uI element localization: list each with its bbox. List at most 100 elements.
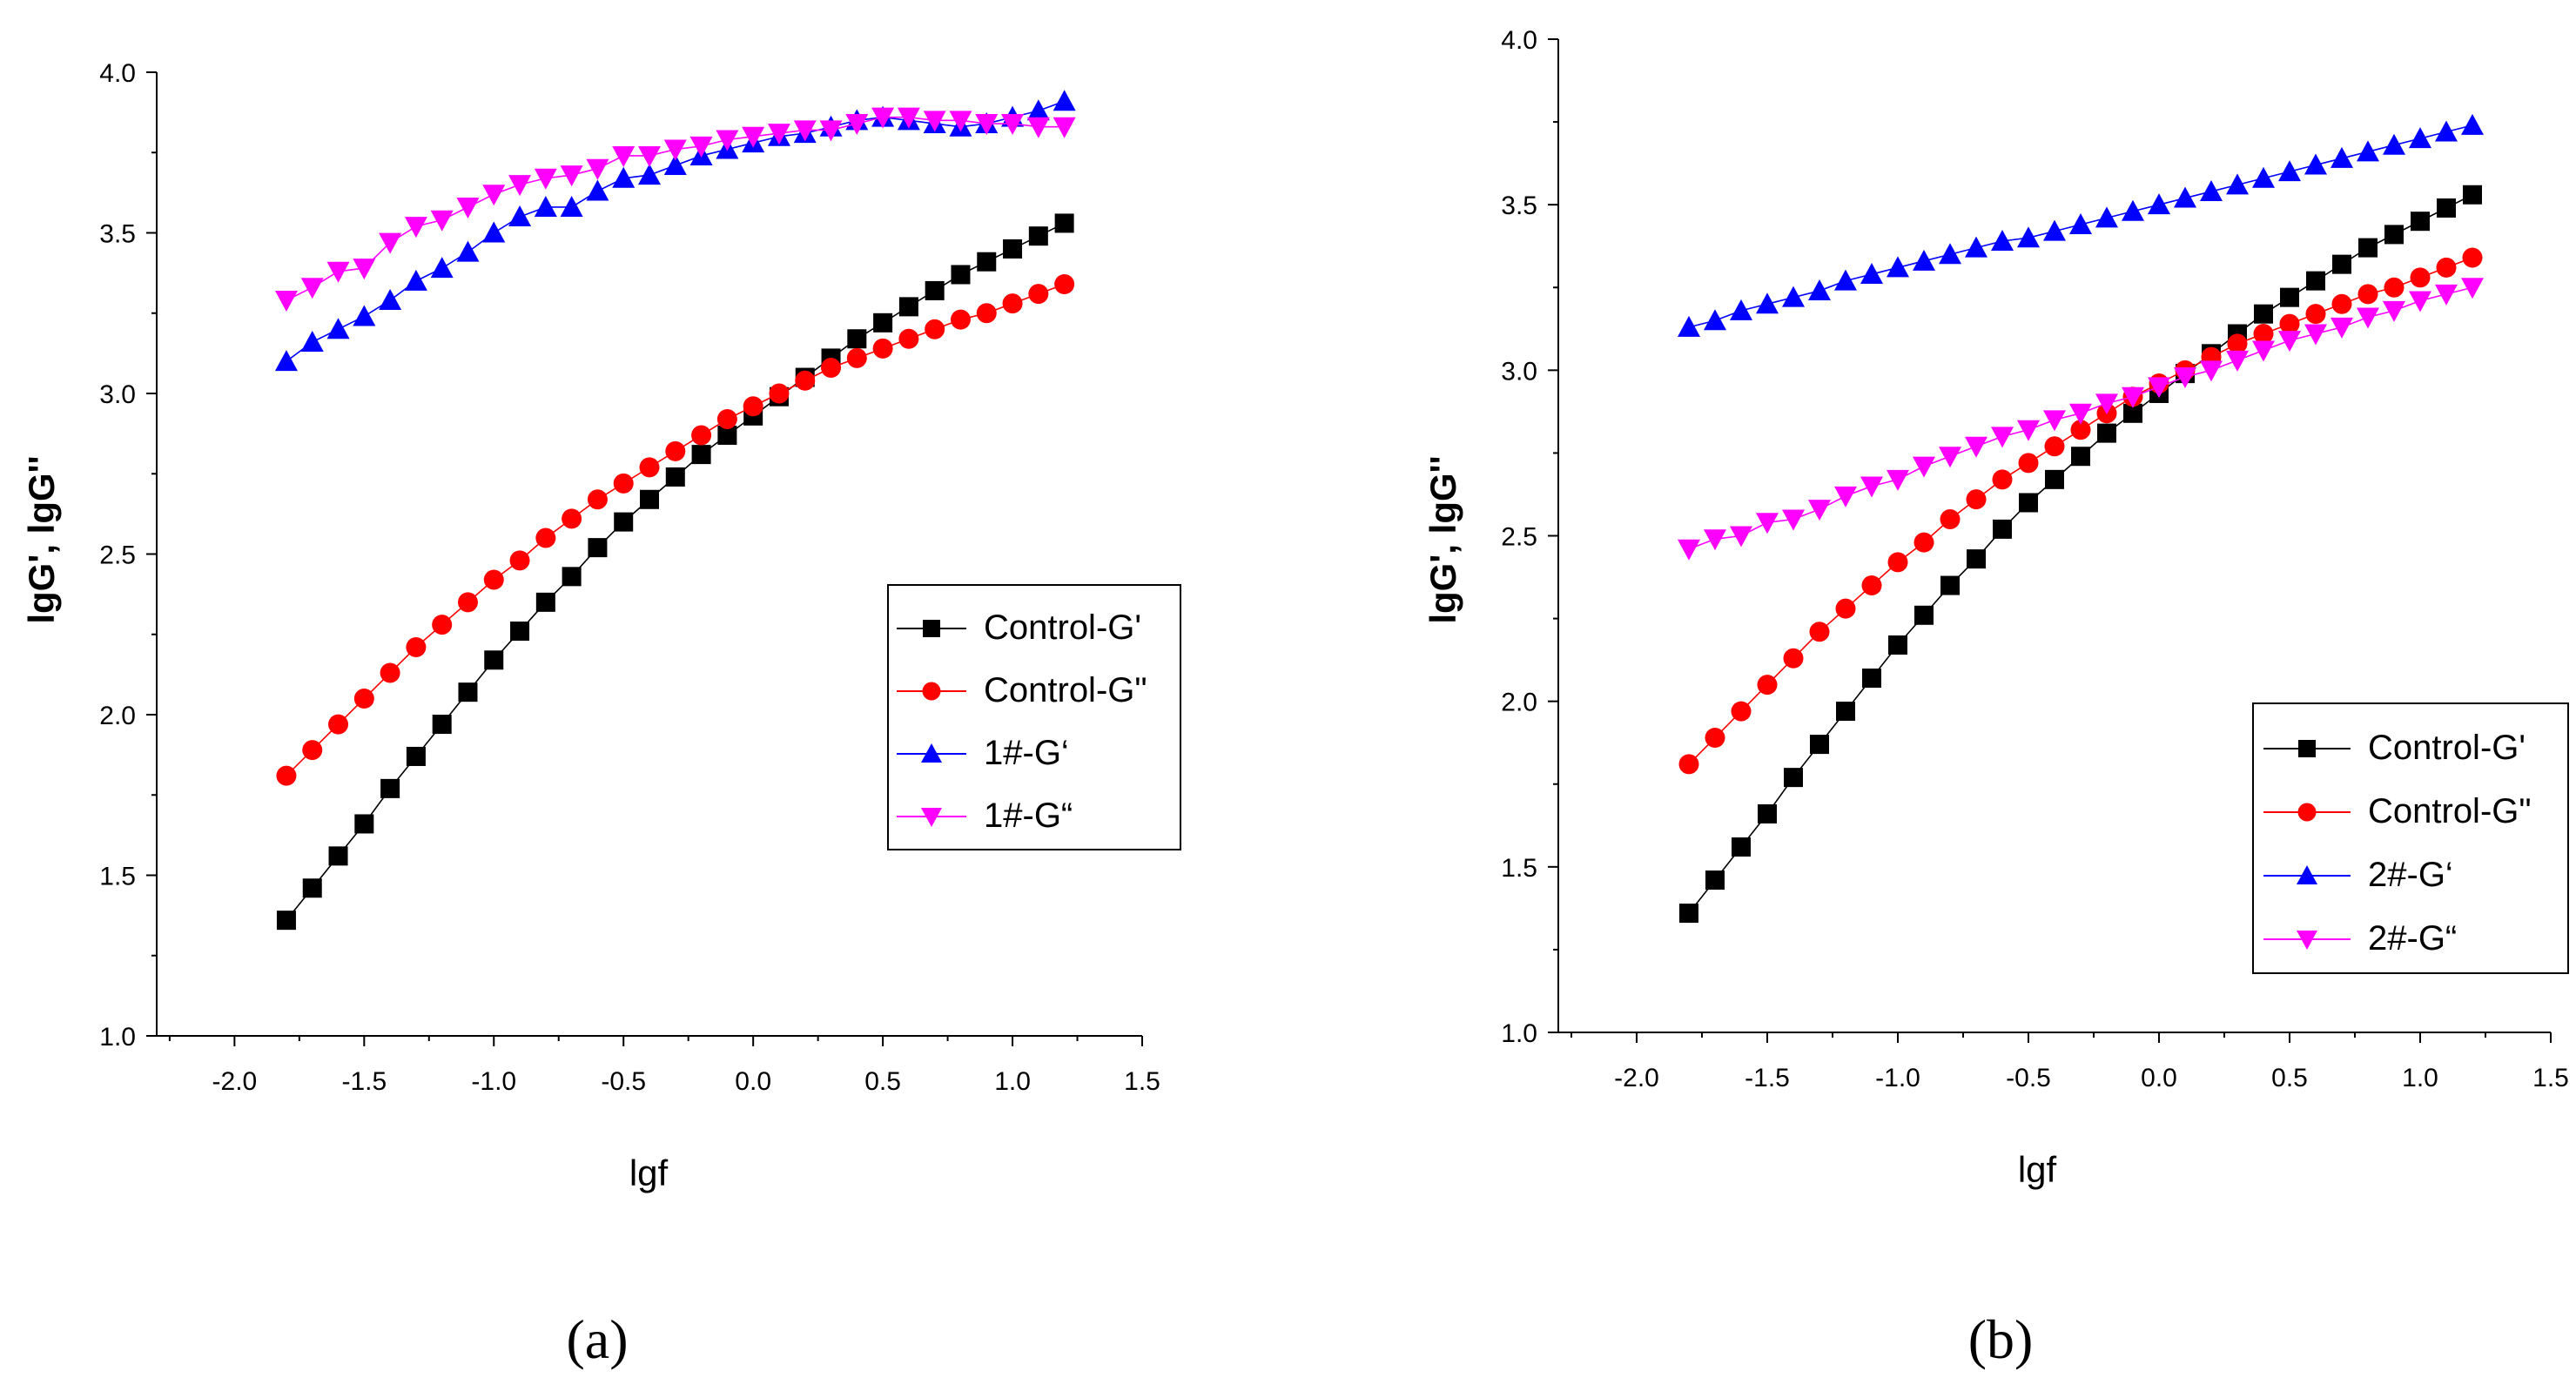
data-point-a-1 [1002, 293, 1023, 314]
data-point-b-2 [1704, 309, 1726, 331]
data-point-a-1 [457, 592, 478, 613]
data-point-b-1 [1783, 648, 1804, 669]
data-point-b-1 [1705, 728, 1725, 749]
data-point-b-2 [2148, 193, 2170, 215]
data-point-b-3 [2435, 284, 2458, 306]
data-point-a-0 [847, 329, 867, 349]
legend-marker-b-0 [2298, 740, 2316, 757]
legend-marker-b-3 [2297, 931, 2317, 950]
y-tick-label-b: 2.5 [1501, 523, 1537, 552]
data-point-b-2 [2409, 127, 2431, 149]
data-point-b-1 [1966, 489, 1987, 510]
data-point-b-1 [2305, 304, 2326, 325]
data-point-a-0 [951, 265, 971, 285]
data-point-a-2 [534, 195, 557, 217]
data-point-a-1 [302, 740, 323, 761]
data-point-b-2 [2331, 146, 2353, 168]
data-point-b-3 [1704, 529, 1726, 551]
data-point-a-1 [769, 383, 790, 404]
data-point-a-3 [456, 197, 480, 218]
data-point-b-2 [2226, 173, 2249, 195]
y-tick-label-b: 2.0 [1501, 689, 1537, 717]
data-point-b-3 [2122, 386, 2144, 408]
data-point-a-3 [1001, 114, 1025, 136]
data-point-a-3 [1026, 117, 1050, 138]
data-point-b-3 [2331, 317, 2353, 339]
data-point-a-0 [977, 252, 997, 272]
chart-panel-b: 1.0 1.5 2.0 2.5 3.0 3.5 4.0 -2.0 -1.5 -1.0 -0.5 0.0… [1423, 26, 2569, 1370]
data-point-a-0 [1054, 213, 1074, 233]
data-point-b-0 [2097, 423, 2116, 443]
data-point-b-0 [1940, 575, 1960, 595]
x-tick-label-a: -1.5 [341, 1067, 387, 1096]
data-point-a-1 [1054, 274, 1075, 295]
series-a-2 [274, 90, 1076, 372]
data-point-b-0 [2332, 254, 2351, 274]
data-point-b-0 [2254, 304, 2273, 324]
data-point-b-0 [1888, 635, 1907, 655]
data-point-a-2 [508, 205, 532, 227]
legend-marker-a-2 [921, 743, 942, 763]
y-tick-label-a: 1.0 [99, 1023, 136, 1052]
data-point-a-2 [1053, 90, 1076, 111]
data-point-a-0 [535, 592, 555, 612]
data-point-a-1 [872, 338, 893, 359]
data-point-a-3 [897, 107, 920, 129]
series-a-3 [274, 107, 1076, 312]
data-point-b-0 [2071, 447, 2090, 467]
data-point-a-3 [482, 185, 506, 206]
data-point-a-3 [560, 165, 583, 187]
x-tick-label-b: -1.5 [1745, 1064, 1790, 1092]
legend-label-b-3: 2#-G“ [2368, 919, 2457, 958]
legend-a: Control-G' Control-G" 1#-G‘ 1#-G“ [887, 584, 1181, 850]
data-point-b-3 [2200, 360, 2223, 382]
data-point-a-0 [873, 313, 893, 333]
data-point-b-2 [1782, 286, 1805, 307]
legend-label-b-2: 2#-G‘ [2368, 856, 2453, 894]
legend-label-a-0: Control-G' [984, 608, 1141, 647]
data-point-b-1 [2044, 436, 2065, 457]
data-point-b-3 [2383, 300, 2405, 322]
data-point-b-3 [2226, 350, 2249, 372]
data-point-b-2 [1939, 243, 1961, 265]
data-point-b-3 [2148, 377, 2170, 399]
x-tick-label-a: 1.0 [994, 1067, 1031, 1096]
legend-b: Control-G' Control-G" 2#-G‘ 2#-G“ [2252, 702, 2569, 974]
axes-a: 1.0 1.5 2.0 2.5 3.0 3.5 4.0 -2.0 -1.5 -1.0 -0.5 0.0… [99, 59, 1160, 1096]
data-point-b-0 [1810, 735, 1829, 755]
data-point-a-0 [354, 814, 374, 834]
data-point-a-0 [717, 425, 737, 445]
data-point-b-3 [2278, 331, 2301, 353]
data-point-a-2 [353, 305, 376, 326]
y-tick-label-a: 3.0 [99, 380, 136, 409]
data-point-b-2 [2043, 219, 2066, 241]
data-point-b-3 [2304, 324, 2327, 346]
data-point-b-0 [1732, 837, 1751, 857]
data-point-a-2 [430, 257, 454, 279]
x-tick-label-a: -0.5 [601, 1067, 646, 1096]
data-point-a-3 [274, 290, 298, 312]
data-point-a-0 [1028, 226, 1048, 246]
data-point-b-0 [2358, 238, 2378, 258]
data-point-b-3 [2043, 410, 2066, 432]
data-point-b-3 [1730, 526, 1752, 548]
data-point-a-1 [328, 714, 349, 735]
data-point-b-1 [2018, 453, 2039, 474]
legend-marker-a-3 [921, 808, 942, 827]
data-point-a-1 [665, 440, 686, 461]
data-point-a-3 [871, 107, 895, 129]
y-axis-title-a: lgG', lgG'' [21, 455, 62, 623]
data-point-a-3 [923, 111, 946, 132]
data-point-b-0 [2045, 469, 2064, 489]
data-point-b-1 [2331, 293, 2352, 314]
data-point-a-3 [767, 124, 790, 145]
series-layer-a [274, 90, 1076, 931]
y-tick-label-b: 1.5 [1501, 854, 1537, 883]
data-point-a-3 [819, 120, 843, 142]
x-tick-label-b: -1.0 [1875, 1064, 1920, 1092]
data-point-b-3 [2357, 307, 2379, 329]
legend-label-b-0: Control-G' [2368, 729, 2526, 767]
data-point-a-3 [353, 259, 376, 280]
data-point-a-0 [406, 746, 426, 766]
data-point-a-2 [586, 179, 609, 201]
